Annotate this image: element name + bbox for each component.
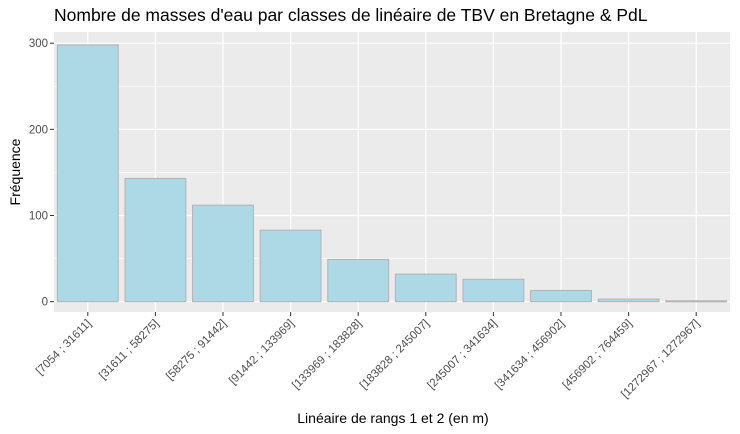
x-axis-ticks: [7054 ; 31611] [31611 ; 58275] [58275 ; 91… [34,312,702,401]
bar-6 [394,273,457,303]
x-tick-label: [341634 ; 456902] [493,318,567,392]
x-tick-label: [133969 ; 183828] [290,318,364,392]
y-tick-label: 200 [29,124,48,136]
bar-9 [597,298,660,303]
y-tick-label: 100 [29,211,48,223]
y-axis-ticks: 0 100 200 300 [29,38,54,309]
x-axis-title: Linéaire de rangs 1 et 2 (en m) [297,410,488,426]
bar-3 [192,204,254,303]
x-tick-label: [183828 ; 245007] [358,318,432,392]
bar-8 [530,289,592,303]
x-tick-label: [1272967 ; 1272967] [619,318,702,401]
chart-title: Nombre de masses d'eau par classes de li… [54,5,648,25]
y-tick-label: 300 [29,38,48,50]
bar-7 [462,278,525,303]
bar-1 [56,44,119,303]
bar-2 [124,177,187,303]
y-axis-title: Fréquence [7,138,23,205]
x-tick-label: [91442 ; 133969] [227,318,297,388]
x-tick-label: [7054 ; 31611] [34,318,94,378]
x-tick-label: [58275 ; 91442] [164,318,229,383]
x-tick-label: [245007 ; 341634] [425,318,499,392]
bar-5 [327,258,390,303]
x-tick-label: [456902 ; 764459] [561,318,635,392]
bars [56,44,728,303]
y-tick-label: 0 [42,297,48,309]
bar-10 [665,300,728,303]
x-tick-label: [31611 ; 58275] [97,318,161,382]
bar-4 [259,229,322,303]
